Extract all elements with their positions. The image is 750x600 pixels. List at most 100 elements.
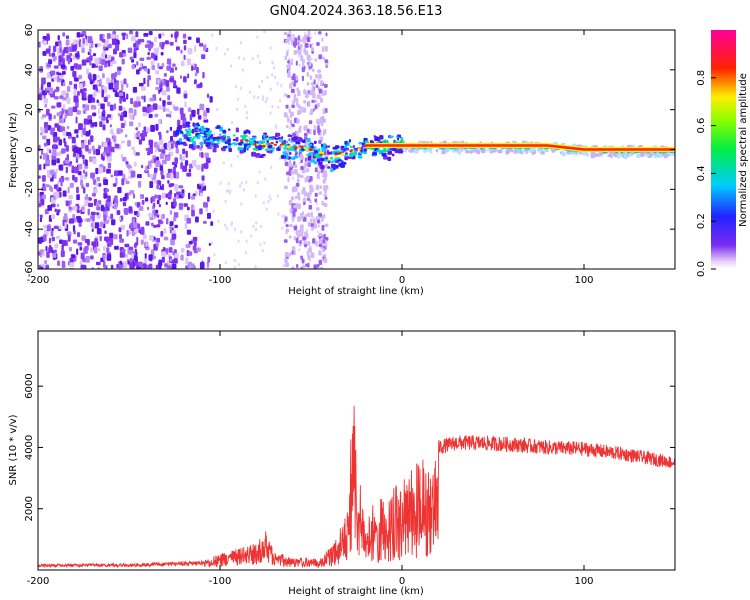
noise-cell — [308, 204, 313, 210]
noise-cell — [287, 176, 290, 183]
noise-cell — [71, 165, 75, 170]
noise-cell — [120, 153, 123, 158]
x-tick-label: -100 — [209, 576, 232, 587]
noise-cell — [58, 75, 64, 79]
noise-cell — [112, 60, 117, 64]
noise-cell — [120, 80, 124, 84]
noise-cell — [172, 217, 177, 222]
spectrogram-marks — [38, 30, 675, 269]
noise-cell — [219, 181, 222, 185]
noise-cell — [113, 78, 117, 84]
signal-halo-cell — [310, 146, 314, 149]
noise-cell — [169, 210, 173, 215]
noise-cell — [56, 158, 60, 164]
noise-cell — [288, 57, 291, 61]
snr-frame — [37, 330, 676, 571]
noise-cell — [78, 170, 82, 176]
noise-cell — [286, 94, 291, 99]
noise-cell — [96, 206, 101, 211]
noise-cell — [307, 255, 311, 261]
noise-cell — [321, 224, 325, 231]
signal-core-cell — [209, 130, 212, 133]
noise-cell — [40, 132, 43, 136]
noise-cell — [98, 115, 102, 120]
noise-cell — [83, 80, 86, 87]
noise-cell — [148, 160, 152, 167]
noise-cell — [279, 157, 282, 161]
y-tick-label: 60 — [24, 24, 35, 37]
noise-cell — [46, 251, 50, 258]
noise-cell — [87, 208, 90, 216]
noise-cell — [43, 98, 49, 104]
noise-cell — [161, 41, 165, 47]
noise-cell — [130, 97, 133, 105]
noise-cell — [296, 48, 301, 54]
noise-cell — [55, 145, 58, 150]
signal-halo-cell — [596, 153, 600, 157]
noise-cell — [316, 94, 321, 99]
noise-cell — [285, 104, 289, 109]
signal-core-cell — [290, 140, 294, 143]
noise-cell — [140, 39, 145, 43]
signal-halo-cell — [486, 148, 491, 152]
signal-peak-cell — [357, 148, 361, 151]
signal-core-cell — [471, 147, 476, 150]
noise-cell — [110, 83, 113, 89]
noise-cell — [95, 261, 101, 266]
noise-cell — [309, 176, 313, 182]
noise-cell — [224, 223, 227, 227]
noise-cell — [40, 148, 44, 155]
noise-cell — [302, 202, 306, 206]
noise-cell — [175, 191, 181, 195]
signal-halo-cell — [332, 146, 337, 150]
noise-cell — [144, 68, 149, 72]
signal-peak-cell — [273, 143, 277, 146]
noise-cell — [239, 86, 242, 90]
snr-x-label: Height of straight line (km) — [288, 586, 424, 597]
noise-cell — [153, 172, 157, 178]
noise-cell — [173, 171, 176, 179]
x-tick-label: -200 — [27, 275, 50, 286]
noise-cell — [50, 214, 56, 219]
noise-cell — [169, 189, 173, 196]
noise-cell — [64, 177, 70, 181]
noise-cell — [311, 99, 315, 103]
noise-cell — [42, 251, 45, 257]
noise-cell — [309, 109, 314, 115]
noise-cell — [310, 47, 315, 52]
noise-cell — [83, 247, 88, 254]
noise-cell — [322, 108, 326, 115]
colorbar-tick-label: 0.6 — [696, 118, 707, 134]
noise-cell — [46, 147, 49, 154]
noise-cell — [63, 47, 67, 54]
noise-cell — [53, 184, 58, 189]
noise-cell — [294, 98, 299, 102]
signal-halo-cell — [235, 127, 239, 133]
noise-cell — [83, 92, 87, 99]
noise-cell — [172, 258, 178, 264]
signal-halo-cell — [513, 149, 519, 153]
noise-cell — [140, 133, 143, 138]
noise-cell — [110, 34, 116, 40]
noise-cell — [97, 108, 100, 115]
noise-cell — [245, 111, 248, 115]
noise-cell — [83, 139, 87, 144]
snr-x-ticks: -200 -100 0 100 — [27, 331, 594, 587]
signal-core-cell — [261, 147, 265, 150]
noise-cell — [226, 226, 229, 230]
noise-cell — [122, 202, 127, 207]
noise-cell — [131, 253, 135, 259]
signal-core-cell — [287, 148, 291, 151]
noise-cell — [38, 251, 41, 256]
noise-cell — [51, 105, 56, 109]
noise-cell — [276, 194, 279, 198]
noise-cell — [106, 168, 111, 174]
colorbar: 0.0 0.2 0.4 0.6 0.8 Normalized spectral ampl… — [696, 30, 749, 277]
signal-halo-cell — [316, 158, 321, 163]
noise-cell — [101, 73, 105, 79]
signal-halo-cell — [261, 153, 266, 157]
noise-cell — [169, 258, 173, 263]
noise-cell — [314, 31, 317, 35]
noise-cell — [39, 127, 43, 132]
noise-cell — [110, 213, 114, 220]
